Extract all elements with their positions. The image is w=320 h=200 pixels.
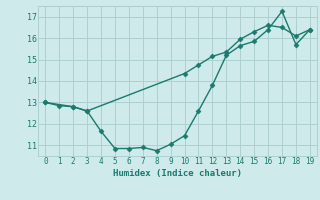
X-axis label: Humidex (Indice chaleur): Humidex (Indice chaleur) bbox=[113, 169, 242, 178]
